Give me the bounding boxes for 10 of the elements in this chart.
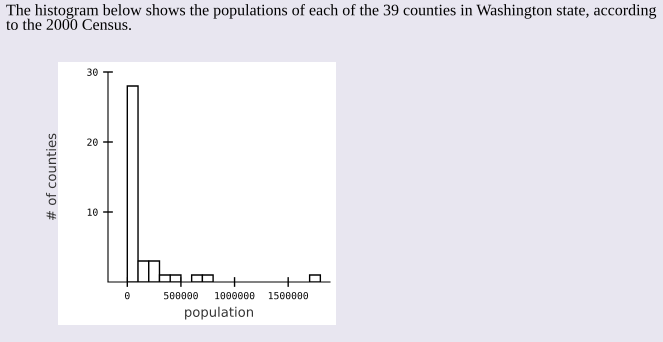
x-tick-label: 0 [125, 292, 130, 300]
chart-title: The histogram below shows the populations of each of the 39 counties in Washington state, according to the 2000 Census. [6, 4, 656, 30]
y-tick-label: 20 [87, 138, 98, 146]
y-tick-label: 10 [88, 208, 98, 216]
x-axis-title: population [185, 306, 253, 320]
y-tick-label: 30 [87, 68, 98, 76]
x-tick-label: 1000000 [215, 292, 254, 300]
x-tick-label: 500000 [164, 292, 198, 300]
y-axis-title: # of counties [46, 134, 56, 220]
x-tick-label: 1500000 [268, 292, 308, 300]
